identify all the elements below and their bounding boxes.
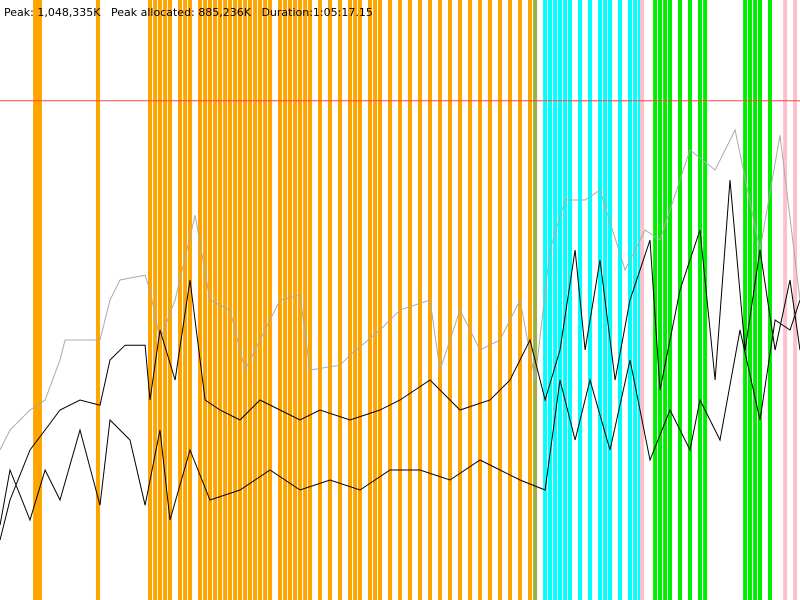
gc-event	[328, 0, 332, 600]
gc-event	[753, 0, 758, 600]
gc-event	[748, 0, 752, 600]
gc-event	[703, 0, 708, 600]
gc-event	[213, 0, 218, 600]
gc-event	[308, 0, 312, 600]
gc-event	[368, 0, 372, 600]
gc-event	[543, 0, 548, 600]
memory-line	[0, 299, 800, 526]
gc-event	[678, 0, 682, 600]
gc-event	[188, 0, 192, 600]
memory-line	[0, 128, 800, 451]
gc-event	[563, 0, 568, 600]
gc-event	[243, 0, 248, 600]
gc-event	[618, 0, 622, 600]
gc-event	[488, 0, 492, 600]
events	[33, 0, 798, 600]
gc-event	[653, 0, 658, 600]
gc-event	[38, 0, 42, 600]
gc-event	[248, 0, 252, 600]
gc-event	[153, 0, 158, 600]
gc-event	[698, 0, 702, 600]
gc-event	[288, 0, 292, 600]
gc-event	[148, 0, 152, 600]
gc-event	[478, 0, 482, 600]
gc-event	[438, 0, 442, 600]
gc-event	[688, 0, 692, 600]
gc-event	[458, 0, 462, 600]
gc-event	[418, 0, 422, 600]
gc-event	[183, 0, 188, 600]
gc-event	[498, 0, 502, 600]
gc-event	[223, 0, 228, 600]
gc-event	[168, 0, 172, 600]
gc-event	[263, 0, 268, 600]
gc-event	[793, 0, 798, 600]
gc-event	[163, 0, 168, 600]
gc-event	[178, 0, 182, 600]
gc-event	[640, 0, 645, 600]
gc-event	[598, 0, 602, 600]
chart-title: Peak: 1,048,335K Peak allocated: 885,236…	[4, 6, 373, 19]
gc-event	[95, 0, 100, 600]
gc-event	[743, 0, 748, 600]
gc-event	[408, 0, 412, 600]
gc-event	[533, 0, 538, 600]
gc-event	[658, 0, 662, 600]
gc-event	[348, 0, 352, 600]
gc-event	[158, 0, 162, 600]
gc-event	[768, 0, 772, 600]
gc-event	[378, 0, 382, 600]
gc-event	[548, 0, 552, 600]
gc-event	[233, 0, 238, 600]
gc-event	[663, 0, 668, 600]
gc-event	[258, 0, 262, 600]
gc-event	[303, 0, 308, 600]
gc-event	[373, 0, 378, 600]
gc-event	[388, 0, 392, 600]
gc-event	[783, 0, 788, 600]
gc-event	[568, 0, 572, 600]
gc-event	[298, 0, 302, 600]
gc-event	[633, 0, 638, 600]
gc-event	[553, 0, 558, 600]
gc-event	[203, 0, 208, 600]
lines	[0, 100, 800, 541]
gc-event	[558, 0, 562, 600]
gc-event	[358, 0, 362, 600]
gc-event	[253, 0, 258, 600]
gc-event	[338, 0, 342, 600]
gc-event	[758, 0, 762, 600]
gc-event	[468, 0, 472, 600]
gc-event	[668, 0, 672, 600]
gc-event	[638, 0, 642, 600]
gc-event	[198, 0, 202, 600]
gc-event	[293, 0, 298, 600]
memory-line	[0, 179, 800, 541]
gc-event	[318, 0, 322, 600]
gc-event	[508, 0, 512, 600]
gc-event	[528, 0, 532, 600]
gc-event	[398, 0, 402, 600]
gc-event	[268, 0, 272, 600]
gc-event	[448, 0, 452, 600]
gc-event	[218, 0, 222, 600]
gc-event	[588, 0, 592, 600]
gc-event	[283, 0, 288, 600]
gc-event	[228, 0, 232, 600]
gc-event	[353, 0, 358, 600]
gc-event	[238, 0, 242, 600]
gc-event	[608, 0, 612, 600]
gc-event	[34, 0, 39, 600]
